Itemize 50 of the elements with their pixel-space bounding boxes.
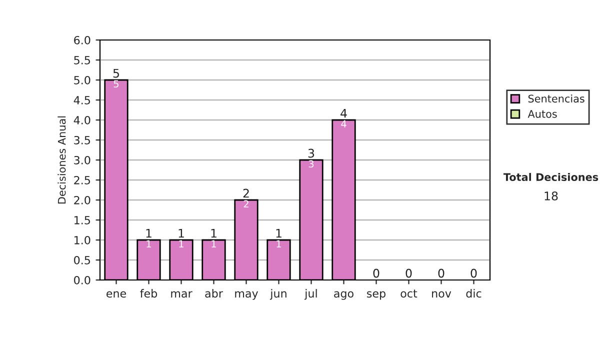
- y-tick-label: 0.0: [74, 276, 90, 284]
- y-tick-label: 5.5: [74, 56, 90, 64]
- y-tick-label: 5.0: [74, 76, 90, 84]
- y-tick-label: 4.5: [74, 96, 90, 104]
- total-label: 1: [146, 228, 152, 238]
- total-label: 4: [340, 108, 347, 118]
- y-tick-label: 4.0: [74, 116, 90, 124]
- y-tick-label: 6.0: [74, 36, 90, 44]
- x-tick-label: feb: [140, 289, 158, 298]
- data-label: 1: [146, 240, 151, 248]
- x-tick-label: dic: [466, 289, 482, 298]
- total-label: 5: [113, 68, 119, 78]
- total-label: 1: [178, 228, 184, 238]
- data-label: 1: [212, 240, 216, 248]
- y-tick-label: 3.5: [74, 136, 90, 144]
- x-tick-label: mar: [171, 291, 192, 298]
- total-label: 0: [373, 268, 380, 278]
- x-tick-label: jul: [304, 289, 317, 300]
- total-label: 1: [211, 228, 216, 238]
- data-label: 2: [244, 200, 248, 208]
- x-tick-label: may: [235, 291, 258, 300]
- legend-label: Autos: [528, 110, 557, 118]
- y-axis-title: Decisiones Anual: [58, 116, 66, 204]
- legend-label: Sentencias: [528, 94, 584, 103]
- y-tick-label: 0.5: [74, 256, 90, 264]
- data-label: 3: [308, 160, 314, 168]
- y-tick-label: 1.5: [74, 216, 90, 224]
- y-tick-label: 2.5: [74, 176, 90, 184]
- text: 18: [544, 191, 558, 200]
- y-tick-label: 2.0: [74, 196, 90, 204]
- text: Total Decisiones: [503, 172, 598, 182]
- total-label: 1: [276, 228, 282, 238]
- data-label: 4: [341, 120, 346, 128]
- total-label: 2: [243, 188, 249, 198]
- data-label: 1: [276, 240, 281, 248]
- x-tick-label: sep: [367, 291, 386, 300]
- x-tick-label: ene: [106, 291, 126, 298]
- x-tick-label: abr: [205, 289, 223, 298]
- x-tick-label: jun: [270, 289, 286, 300]
- y-tick-label: 3.0: [74, 156, 90, 164]
- total-label: 3: [308, 148, 314, 158]
- x-tick-label: nov: [432, 291, 452, 298]
- data-label: 5: [114, 80, 118, 88]
- total-label: 0: [438, 268, 444, 278]
- total-label: 0: [470, 268, 477, 278]
- x-tick-label: oct: [400, 290, 418, 298]
- data-label: 1: [179, 240, 184, 248]
- x-tick-label: ago: [334, 291, 354, 300]
- y-tick-label: 1.0: [74, 236, 90, 244]
- total-label: 0: [406, 268, 412, 278]
